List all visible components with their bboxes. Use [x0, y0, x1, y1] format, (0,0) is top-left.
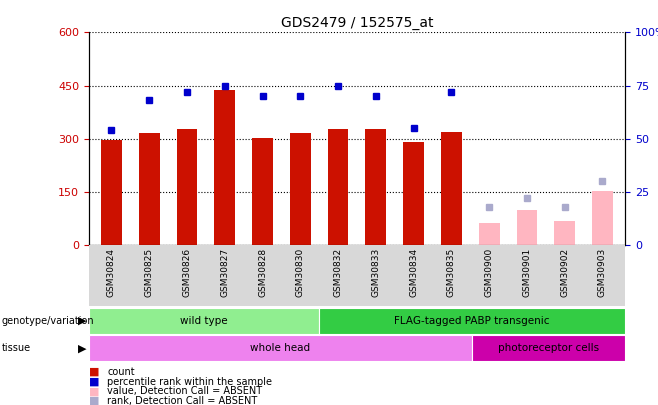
Bar	[290, 133, 311, 245]
Text: tissue: tissue	[1, 343, 30, 353]
Bar	[252, 138, 273, 245]
Text: ■: ■	[89, 367, 99, 377]
Bar	[318, 308, 625, 334]
Text: GSM30835: GSM30835	[447, 248, 456, 297]
Bar	[89, 308, 318, 334]
Text: GSM30828: GSM30828	[258, 248, 267, 297]
Text: GSM30825: GSM30825	[145, 248, 154, 297]
Text: ▶: ▶	[78, 343, 86, 353]
Text: genotype/variation: genotype/variation	[1, 316, 94, 326]
Text: percentile rank within the sample: percentile rank within the sample	[107, 377, 272, 386]
Text: wild type: wild type	[180, 316, 228, 326]
Bar	[328, 129, 349, 245]
Bar	[554, 221, 575, 245]
Bar	[472, 335, 625, 361]
Text: ■: ■	[89, 396, 99, 405]
Title: GDS2479 / 152575_at: GDS2479 / 152575_at	[281, 16, 433, 30]
Text: GSM30827: GSM30827	[220, 248, 229, 297]
Bar	[215, 90, 235, 245]
Bar	[479, 223, 499, 245]
Bar	[517, 210, 538, 245]
Text: GSM30830: GSM30830	[296, 248, 305, 297]
Text: GSM30903: GSM30903	[598, 248, 607, 297]
Bar	[365, 129, 386, 245]
Text: count: count	[107, 367, 135, 377]
Text: whole head: whole head	[250, 343, 311, 353]
Text: GSM30832: GSM30832	[334, 248, 343, 297]
Text: GSM30900: GSM30900	[485, 248, 494, 297]
Text: ▶: ▶	[78, 316, 86, 326]
Text: GSM30901: GSM30901	[522, 248, 532, 297]
Bar	[403, 142, 424, 245]
Text: FLAG-tagged PABP transgenic: FLAG-tagged PABP transgenic	[394, 316, 549, 326]
Bar	[592, 191, 613, 245]
Text: GSM30826: GSM30826	[182, 248, 191, 297]
Text: GSM30834: GSM30834	[409, 248, 418, 297]
Text: rank, Detection Call = ABSENT: rank, Detection Call = ABSENT	[107, 396, 257, 405]
Bar	[441, 132, 462, 245]
Text: GSM30824: GSM30824	[107, 248, 116, 297]
Text: GSM30833: GSM30833	[371, 248, 380, 297]
Text: value, Detection Call = ABSENT: value, Detection Call = ABSENT	[107, 386, 263, 396]
Text: ■: ■	[89, 386, 99, 396]
Bar	[101, 141, 122, 245]
Text: photoreceptor cells: photoreceptor cells	[498, 343, 599, 353]
Text: GSM30902: GSM30902	[560, 248, 569, 297]
Bar	[89, 335, 472, 361]
Bar	[139, 133, 160, 245]
Bar	[176, 129, 197, 245]
Text: ■: ■	[89, 377, 99, 386]
